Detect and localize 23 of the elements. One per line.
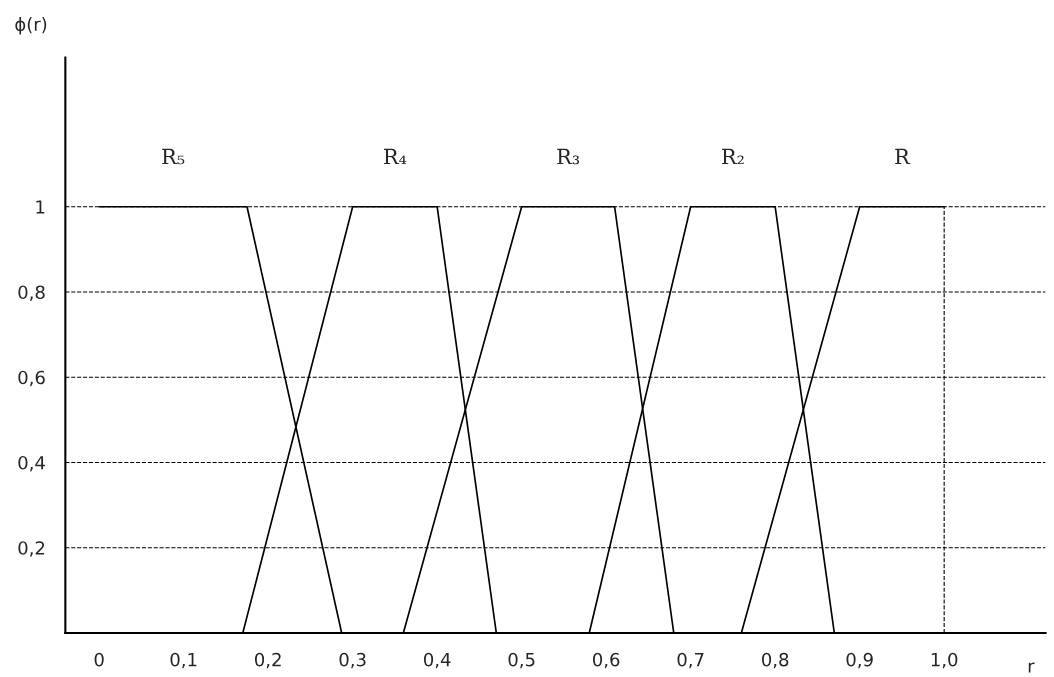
x-tick-label: 0,9 bbox=[846, 652, 873, 669]
x-tick-label: 0,3 bbox=[339, 652, 366, 669]
text: R₂ bbox=[722, 148, 744, 165]
x-tick-label: 0,4 bbox=[423, 652, 451, 669]
x-axis-title: r bbox=[1028, 662, 1035, 673]
x-tick-label: 1,0 bbox=[931, 652, 958, 669]
x-tick-label: 0 bbox=[94, 652, 104, 667]
y-tick-label: 1 bbox=[36, 200, 45, 214]
y-axis-title: ϕ(r) bbox=[15, 17, 47, 35]
x-tick-label: 0,5 bbox=[508, 652, 535, 669]
y-tick-label: 0,4 bbox=[18, 455, 45, 472]
text: R₃ bbox=[557, 148, 580, 165]
y-tick-label: 0,8 bbox=[18, 285, 45, 301]
text: R bbox=[895, 148, 911, 165]
x-tick-label: 0,2 bbox=[254, 652, 281, 669]
x-tick-label: 0,7 bbox=[677, 652, 704, 669]
x-tick-label: 0,8 bbox=[762, 652, 789, 669]
y-tick-label: 0,6 bbox=[18, 370, 45, 387]
text: R₄ bbox=[384, 148, 407, 165]
x-tick-label: 0,6 bbox=[592, 652, 620, 669]
y-tick-label: 0,2 bbox=[18, 541, 45, 557]
text: R₅ bbox=[162, 148, 185, 165]
x-tick-label: 0,1 bbox=[170, 652, 197, 669]
